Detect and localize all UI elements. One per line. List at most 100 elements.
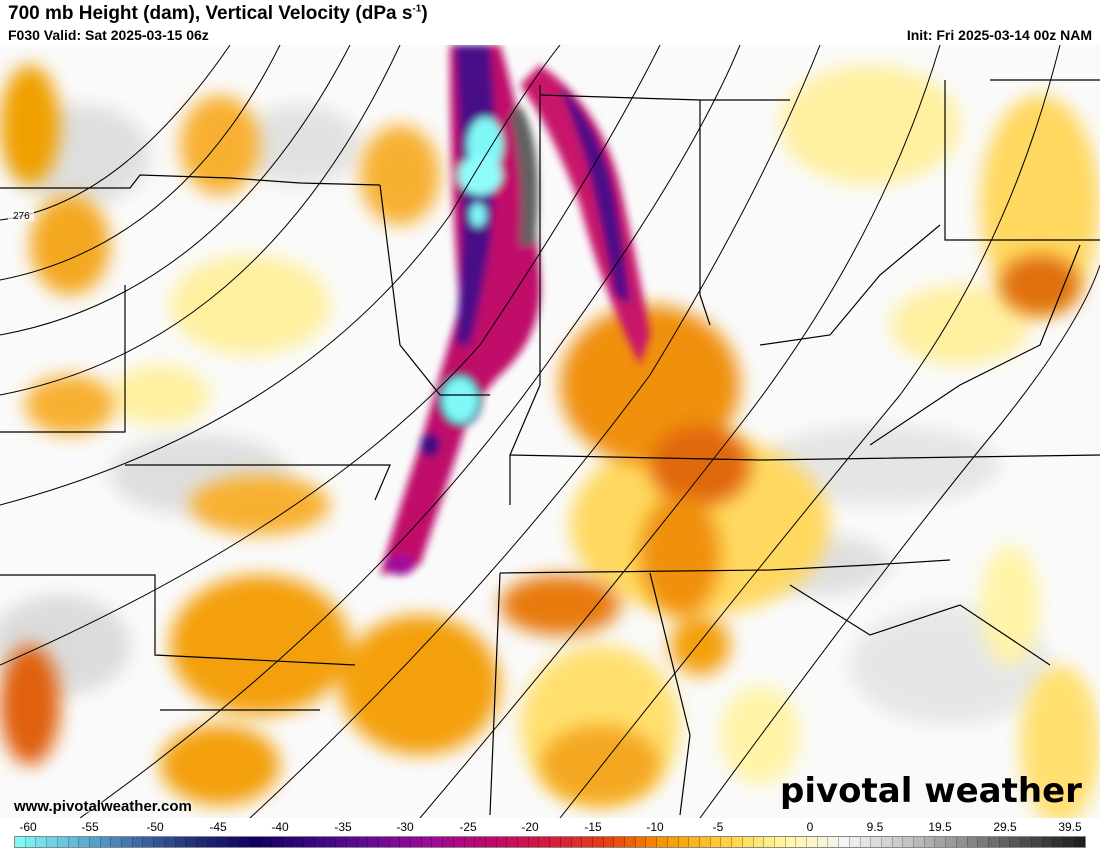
- colorbar-tick-label: 9.5: [866, 820, 884, 834]
- colorbar-tick-label: 19.5: [928, 820, 952, 834]
- colorbar-cell: [742, 837, 754, 847]
- colorbar-cell: [721, 837, 733, 847]
- colorbar-tick-label: -35: [334, 820, 352, 834]
- colorbar-cell: [336, 837, 347, 847]
- colorbar-cell: [496, 837, 508, 847]
- colorbar-cell: [689, 837, 700, 847]
- colorbar-cell: [196, 837, 208, 847]
- colorbar-cell: [935, 837, 947, 847]
- colorbar-cell: [956, 837, 968, 847]
- colorbar-cell: [485, 837, 497, 847]
- colorbar-cell: [229, 837, 240, 847]
- colorbar-cell: [79, 837, 90, 847]
- map-title: 700 mb Height (dam), Vertical Velocity (…: [8, 3, 428, 25]
- colorbar-cell: [700, 837, 711, 847]
- colorbar-cell: [271, 837, 283, 847]
- colorbar-cell: [132, 837, 144, 847]
- colorbar-cell: [625, 837, 636, 847]
- colorbar-cell: [325, 837, 337, 847]
- colorbar-cell: [881, 837, 893, 847]
- colorbar-cell: [560, 837, 572, 847]
- colorbar-cell: [871, 837, 882, 847]
- colorbar-cell: [967, 837, 979, 847]
- colorbar-cell: [839, 837, 850, 847]
- colorbar-cell: [1021, 837, 1032, 847]
- colorbar-cell: [475, 837, 486, 847]
- colorbar-cell: [1063, 837, 1075, 847]
- colorbar-cell: [186, 837, 197, 847]
- colorbar-cell: [207, 837, 219, 847]
- colorbar-cell: [250, 837, 262, 847]
- colorbar-cell: [378, 837, 390, 847]
- colorbar-cell: [314, 837, 326, 847]
- contour-label: 276: [13, 211, 30, 222]
- colorbar-tick-label: -20: [521, 820, 539, 834]
- colorbar-cell: [154, 837, 165, 847]
- state-borders: [0, 79, 1100, 816]
- colorbar-cell: [368, 837, 379, 847]
- valid-time: F030 Valid: Sat 2025-03-15 06z: [8, 27, 209, 43]
- colorbar-cell: [860, 837, 872, 847]
- colorbar-tick-label: -40: [271, 820, 289, 834]
- colorbar-cell: [143, 837, 155, 847]
- colorbar-cell: [988, 837, 1000, 847]
- colorbar-tick-label: -10: [646, 820, 664, 834]
- colorbar-cell: [57, 837, 69, 847]
- colorbar: [14, 836, 1086, 848]
- colorbar-tick-label: -30: [396, 820, 414, 834]
- colorbar-cell: [657, 837, 668, 847]
- colorbar-cell: [999, 837, 1011, 847]
- colorbar-cell: [774, 837, 786, 847]
- colorbar-cell: [1042, 837, 1054, 847]
- colorbar-cell: [592, 837, 604, 847]
- colorbar-cell: [539, 837, 551, 847]
- strong-ascent-band: [380, 45, 650, 575]
- colorbar-cell: [282, 837, 294, 847]
- colorbar-tick-label: -5: [712, 820, 724, 834]
- colorbar-cell: [582, 837, 593, 847]
- colorbar-tick-label: -15: [584, 820, 602, 834]
- colorbar-tick-label: 39.5: [1058, 820, 1082, 834]
- colorbar-cell: [400, 837, 412, 847]
- colorbar-cell: [924, 837, 936, 847]
- colorbar-tick-label: -60: [19, 820, 37, 834]
- colorbar-tick-label: -45: [209, 820, 227, 834]
- colorbar-cell: [100, 837, 112, 847]
- colorbar-cell: [785, 837, 797, 847]
- colorbar-cell: [411, 837, 422, 847]
- colorbar-cell: [357, 837, 369, 847]
- title-end: ): [421, 3, 428, 24]
- colorbar-cell: [667, 837, 679, 847]
- colorbar-cell: [15, 837, 26, 847]
- colorbar-tick-label: -50: [146, 820, 164, 834]
- colorbar-cell: [47, 837, 58, 847]
- colorbar-tick-label: 29.5: [993, 820, 1017, 834]
- colorbar-cell: [849, 837, 861, 847]
- colorbar-cell: [111, 837, 123, 847]
- colorbar-cell: [421, 837, 433, 847]
- colorbar-cell: [796, 837, 808, 847]
- colorbar-cell: [764, 837, 775, 847]
- title-text: 700 mb Height (dam), Vertical Velocity (…: [8, 3, 413, 24]
- colorbar-cell: [443, 837, 454, 847]
- title-superscript: -1: [412, 3, 422, 15]
- colorbar-cell: [1010, 837, 1022, 847]
- colorbar-cell: [1031, 837, 1043, 847]
- colorbar-cell: [164, 837, 176, 847]
- colorbar-cell: [571, 837, 583, 847]
- colorbar-cell: [218, 837, 230, 847]
- colorbar-cell: [946, 837, 957, 847]
- colorbar-cell: [528, 837, 540, 847]
- colorbar-cell: [1074, 837, 1086, 847]
- colorbar-tick-label: 0: [806, 820, 814, 834]
- colorbar-cell: [914, 837, 925, 847]
- colorbar-cell: [753, 837, 765, 847]
- colorbar-cell: [89, 837, 101, 847]
- colorbar-cell: [464, 837, 476, 847]
- watermark-url: www.pivotalweather.com: [14, 798, 192, 815]
- colorbar-cell: [175, 837, 187, 847]
- colorbar-cell: [303, 837, 315, 847]
- colorbar-cell: [36, 837, 48, 847]
- colorbar-cell: [25, 837, 37, 847]
- colorbar-cell: [389, 837, 401, 847]
